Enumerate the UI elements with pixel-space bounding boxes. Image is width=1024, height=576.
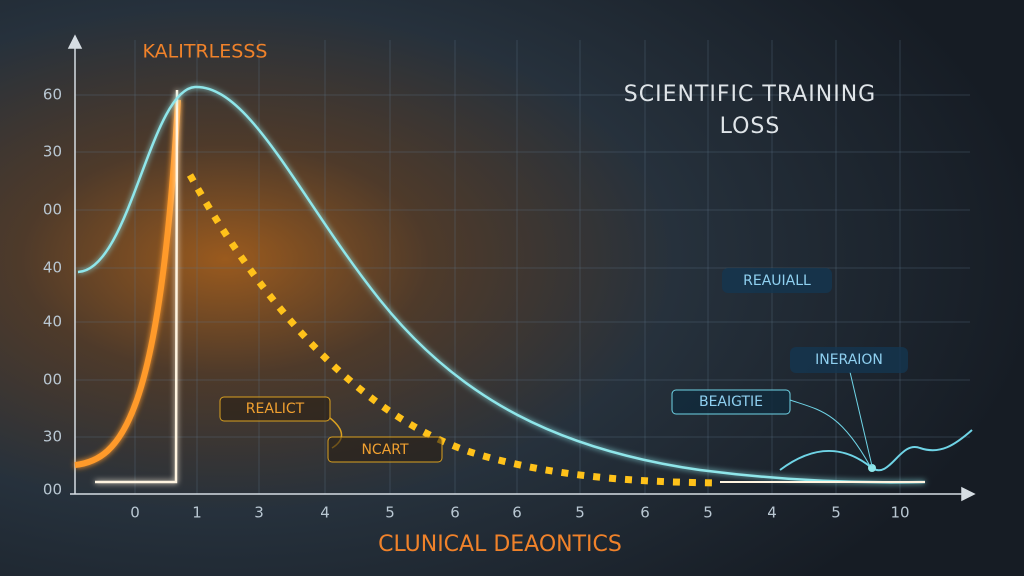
annotation: INERAION [815, 352, 883, 368]
x-tick-label: 5 [385, 504, 395, 522]
x-tick-labels: 0 1 3 4 5 6 6 5 6 5 4 5 10 [130, 504, 909, 522]
y-tick-label: 00 [43, 481, 62, 499]
cyan-curve [77, 85, 926, 484]
annotation: REAUIALL [743, 273, 811, 289]
x-axis-title: CLUNICAL DEAONTICS [378, 532, 622, 557]
orange-curve [74, 99, 181, 468]
top-label: KALITRLESSS [143, 41, 268, 63]
y-tick-label: 30 [43, 143, 62, 161]
y-tick-label: 30 [43, 428, 62, 446]
curves [74, 85, 973, 487]
annotations: REALICT NCART REAUIALL INERAION BEAIGTIE [219, 268, 908, 463]
y-tick-label: 00 [43, 201, 62, 219]
annotation: NCART [361, 442, 409, 458]
axes [67, 34, 976, 502]
annotation: BEAIGTIE [699, 394, 763, 410]
annotation: REALICT [246, 401, 305, 417]
y-tick-label: 40 [43, 313, 62, 331]
title: LOSS [720, 114, 781, 139]
x-tick-label: 6 [450, 504, 460, 522]
x-tick-label: 3 [254, 504, 264, 522]
dotted-curve [186, 173, 721, 487]
x-tick-label: 0 [130, 504, 140, 522]
x-tick-label: 5 [575, 504, 585, 522]
x-tick-label: 6 [512, 504, 522, 522]
x-tick-label: 4 [767, 504, 777, 522]
x-tick-label: 10 [890, 504, 909, 522]
x-tick-label: 4 [320, 504, 330, 522]
x-tick-label: 1 [192, 504, 202, 522]
y-tick-label: 40 [43, 259, 62, 277]
x-tick-label: 5 [831, 504, 841, 522]
x-tick-label: 5 [703, 504, 713, 522]
white-line [95, 89, 179, 484]
y-tick-label: 00 [43, 371, 62, 389]
x-tick-label: 6 [640, 504, 650, 522]
y-tick-label: 60 [43, 86, 62, 104]
title: SCIENTIFIC TRAINING [624, 82, 876, 107]
right-wiggle [779, 429, 973, 472]
y-tick-labels: 60 30 00 40 40 00 30 00 [43, 86, 62, 499]
